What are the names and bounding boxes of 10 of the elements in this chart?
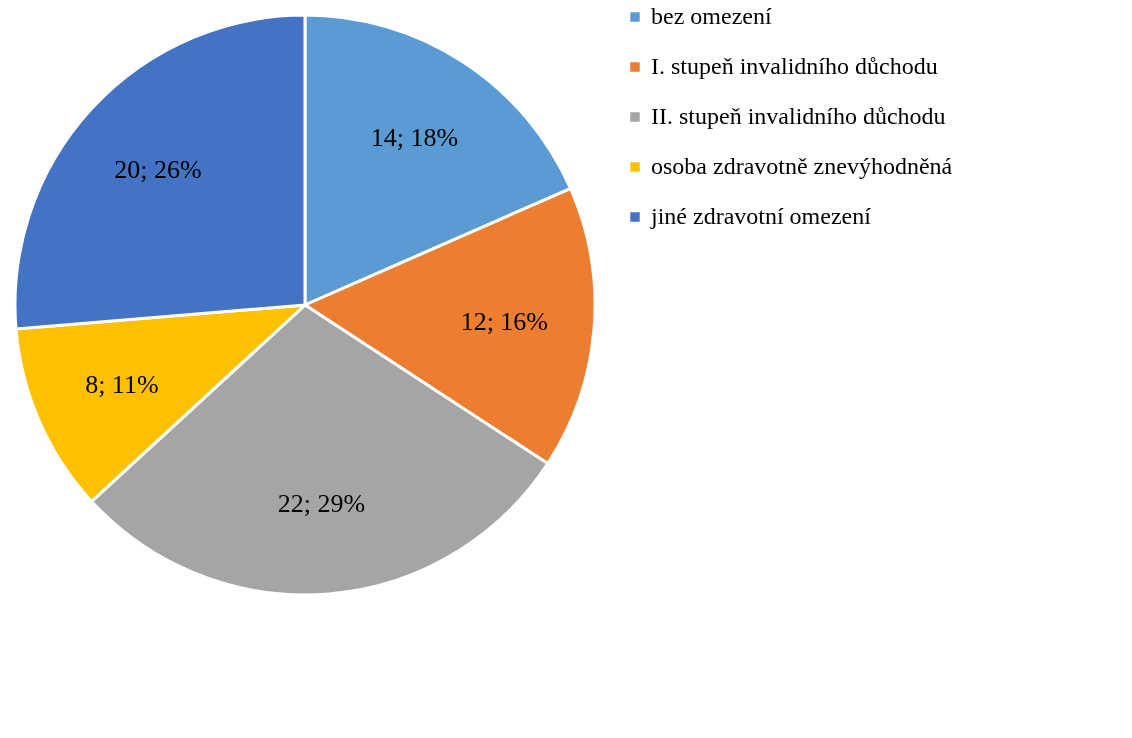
legend-label: I. stupeň invalidního důchodu [651,53,938,79]
legend-label: osoba zdravotně znevýhodněná [651,153,953,179]
data-label: 20; 26% [114,154,202,184]
legend-label: bez omezení [651,3,772,29]
data-label: 22; 29% [277,489,366,519]
data-label: 12; 16% [460,306,549,336]
legend-label: II. stupeň invalidního důchodu [651,103,946,129]
legend-label: jiné zdravotní omezení [650,203,872,229]
data-label: 8; 11% [85,370,159,400]
data-label: 14; 18% [370,122,459,152]
